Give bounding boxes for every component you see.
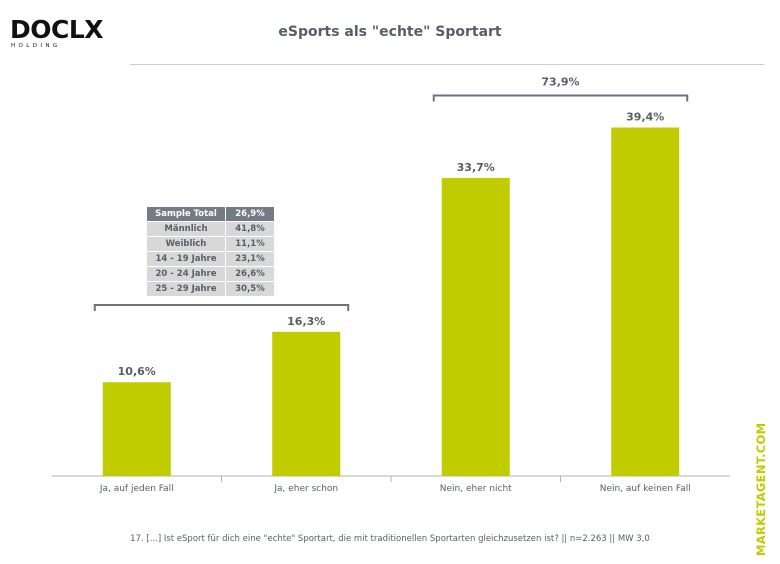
sample-table-row: 25 - 29 Jahre 30,5% (147, 282, 274, 296)
bar (611, 127, 680, 476)
brand-watermark: MARKETAGENT.COM (754, 422, 768, 556)
chart-title: eSports als "echte" Sportart (278, 24, 502, 40)
sample-table-value: 41,8% (226, 222, 274, 236)
group-bracket (93, 304, 350, 311)
sample-table-value: 26,6% (226, 267, 274, 281)
category-label: Ja, auf jeden Fall (99, 484, 174, 494)
sample-table-value: 26,9% (226, 207, 274, 221)
group-bracket (432, 94, 689, 102)
group-total-label: 73,9% (541, 76, 579, 89)
sample-breakdown-table: Sample Total 26,9% Männlich 41,8% Weiblich 11… (146, 206, 275, 297)
sample-table-label: Weiblich (147, 237, 225, 251)
bar (102, 382, 171, 476)
sample-table-value: 23,1% (226, 252, 274, 266)
sample-table-label: 25 - 29 Jahre (147, 282, 225, 296)
logo-wordmark: DOCLX (10, 15, 104, 44)
logo: DOCLX HOLDING (10, 16, 110, 50)
category-label: Nein, auf keinen Fall (600, 484, 691, 494)
sample-table-row: Männlich 41,8% (147, 222, 274, 236)
logo-subtitle: HOLDING (11, 43, 61, 49)
title-divider (130, 64, 764, 65)
sample-table-label: Männlich (147, 222, 225, 236)
bar (441, 177, 510, 477)
question-footnote: 17. [...] Ist eSport für dich eine "echt… (130, 534, 650, 544)
sample-table-row: 14 - 19 Jahre 23,1% (147, 252, 274, 266)
sample-table-value: 30,5% (226, 282, 274, 296)
sample-table-label: 14 - 19 Jahre (147, 252, 225, 266)
sample-table-row: Weiblich 11,1% (147, 237, 274, 251)
bar-chart: 10,6% Ja, auf jeden Fall 16,3% Ja, eher sch… (52, 76, 730, 494)
category-label: Nein, eher nicht (440, 484, 512, 494)
bar (272, 331, 341, 476)
sample-table-label: 20 - 24 Jahre (147, 267, 225, 281)
bar-value-label: 10,6% (118, 365, 156, 378)
bar-value-label: 16,3% (287, 315, 325, 328)
sample-table-row: 20 - 24 Jahre 26,6% (147, 267, 274, 281)
sample-table-label: Sample Total (147, 207, 225, 221)
category-label: Ja, eher schon (273, 484, 338, 494)
sample-table-header-row: Sample Total 26,9% (147, 207, 274, 221)
sample-table-value: 11,1% (226, 237, 274, 251)
bar-value-label: 33,7% (457, 161, 495, 174)
bar-value-label: 39,4% (626, 111, 664, 124)
